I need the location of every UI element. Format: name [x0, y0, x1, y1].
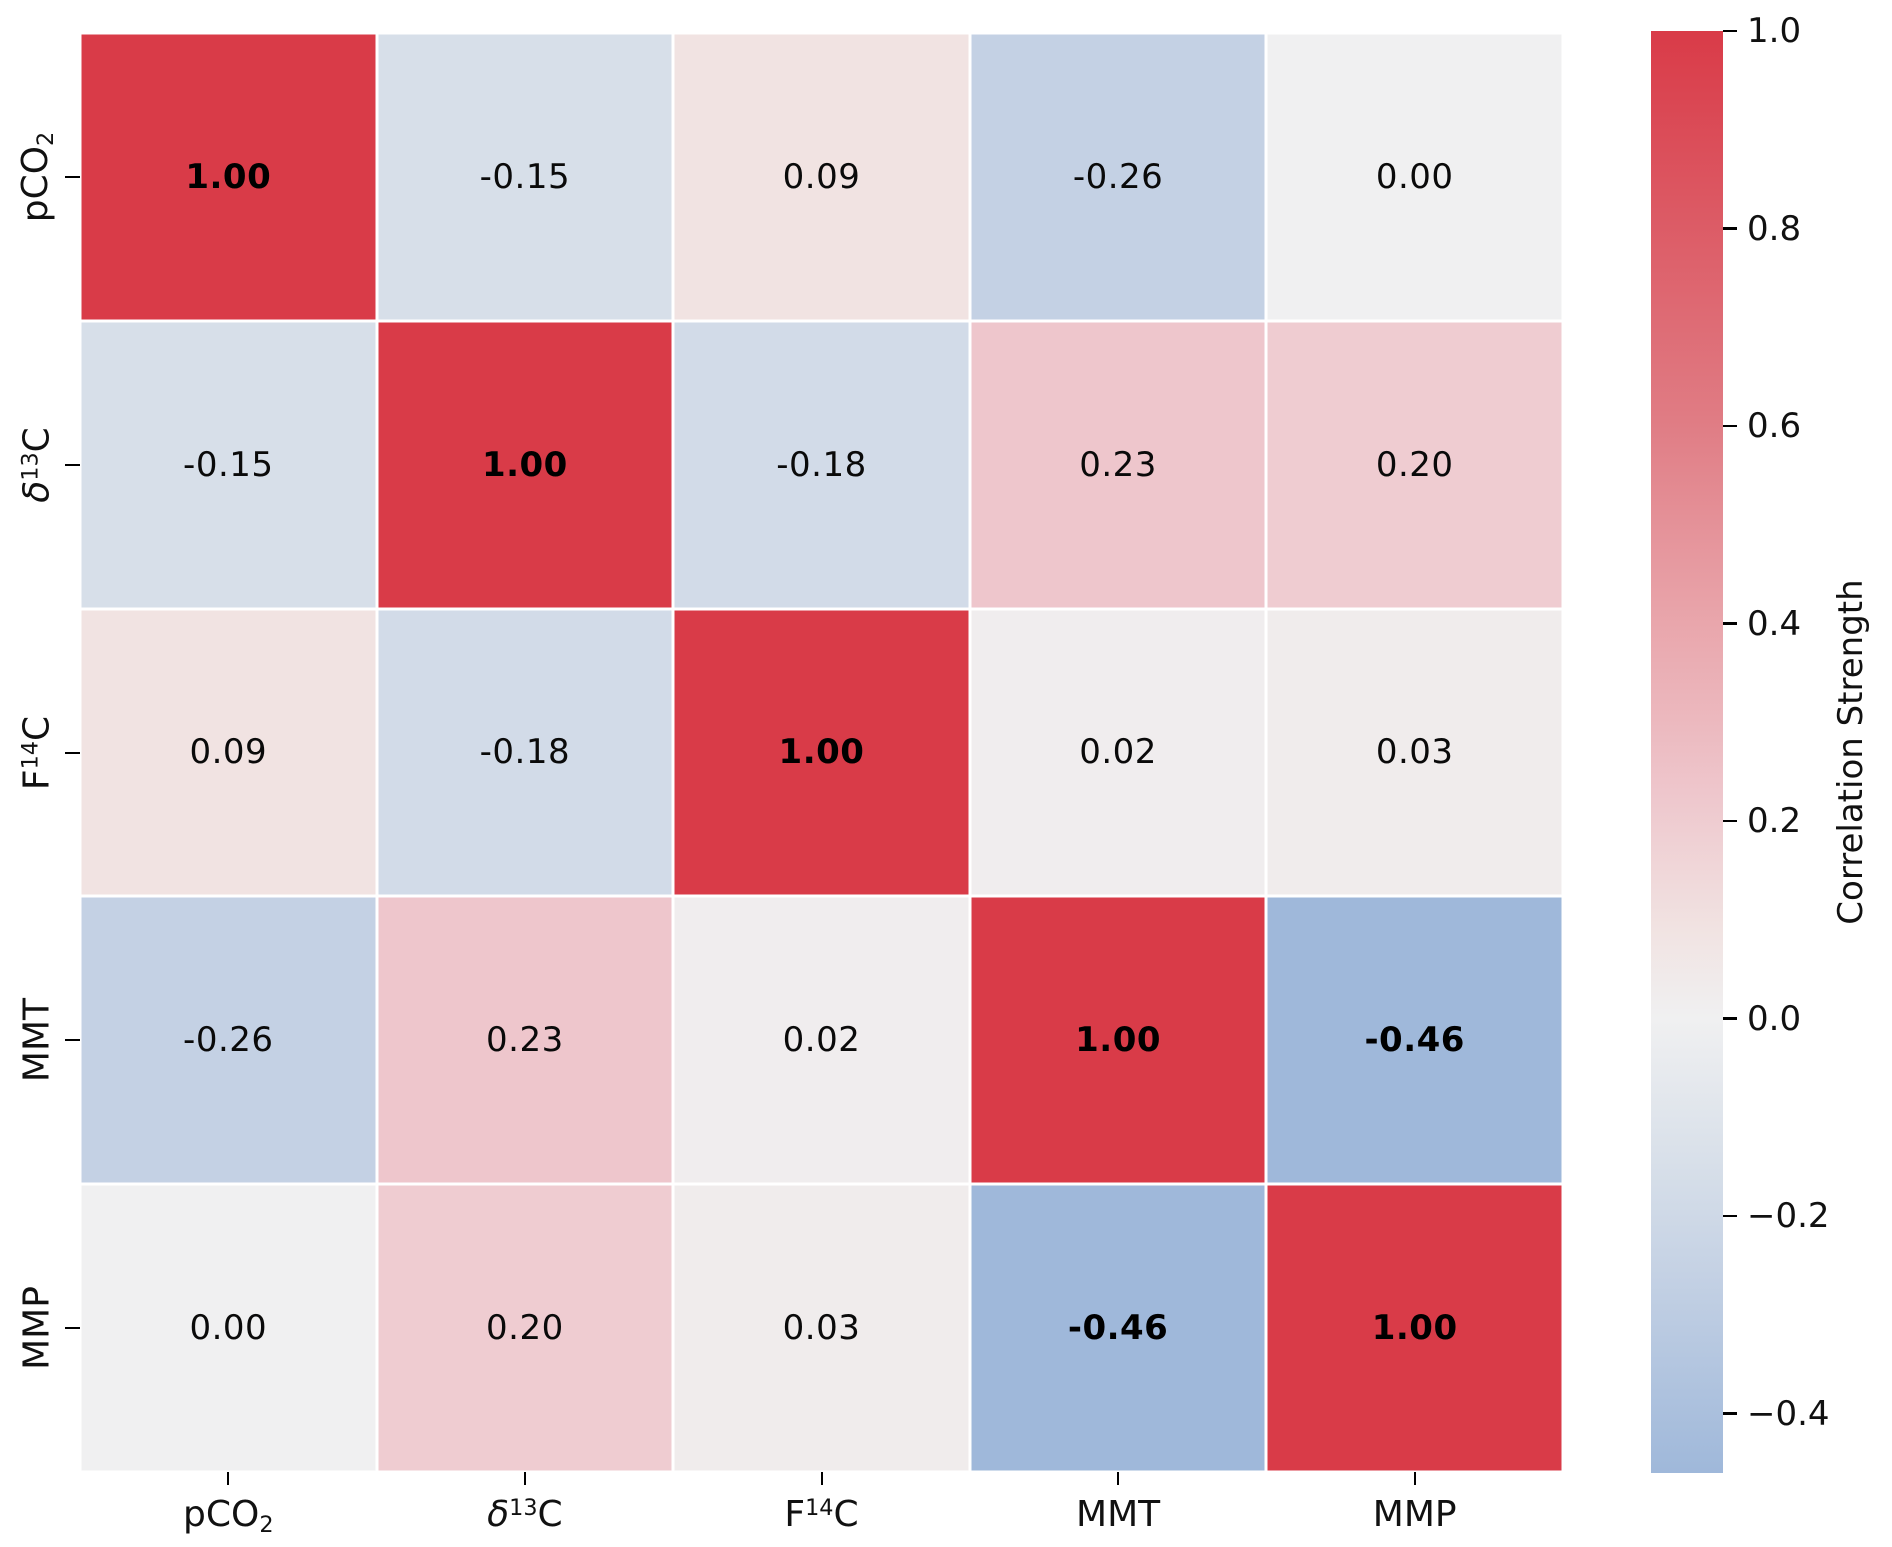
- y-tick-label-F14C: F14C: [16, 715, 58, 790]
- colorbar-tick-label: 1.0: [1747, 11, 1802, 51]
- colorbar-tick-label: 0.8: [1747, 208, 1802, 249]
- cell-value: -0.18: [776, 444, 867, 485]
- heatmap-cell-MMP-MMT: -0.46: [969, 1184, 1267, 1472]
- y-tick-label-d13C: δ13C: [16, 426, 58, 503]
- x-tick-mark: [820, 1472, 823, 1485]
- y-tick-label-pCO2: pCO2: [14, 131, 60, 223]
- x-tick-label-d13C: δ13C: [487, 1494, 563, 1535]
- colorbar-tick-mark: [1723, 1214, 1737, 1218]
- y-tick-mark: [65, 1039, 80, 1042]
- cell-value: -0.18: [479, 732, 571, 773]
- x-tick-label-F14C: F14C: [784, 1494, 859, 1535]
- y-tick-mark: [65, 175, 80, 178]
- cell-value: 0.00: [1375, 156, 1454, 197]
- heatmap-cell-F14C-F14C: 1.00: [673, 608, 970, 897]
- colorbar-tick-label: −0.2: [1747, 1196, 1830, 1237]
- heatmap-cell-MMP-d13C: 0.20: [376, 1184, 674, 1472]
- colorbar-axis-label: Correlation Strength: [1831, 579, 1871, 925]
- cell-value: 0.23: [486, 1020, 564, 1061]
- colorbar-tick-mark: [1723, 227, 1737, 230]
- colorbar: [1651, 31, 1723, 1473]
- y-tick-mark: [65, 751, 80, 754]
- cell-value: 0.03: [782, 1308, 861, 1349]
- heatmap-cell-pCO2-pCO2: 1.00: [80, 33, 377, 321]
- heatmap-cell-F14C-d13C: -0.18: [376, 608, 674, 897]
- cell-value: 0.23: [1079, 444, 1157, 485]
- heatmap-cell-d13C-d13C: 1.00: [376, 320, 674, 609]
- cell-value: 1.00: [185, 156, 272, 197]
- cell-value: 0.20: [1375, 444, 1454, 485]
- cell-value: -0.26: [183, 1020, 274, 1061]
- heatmap-cell-d13C-F14C: -0.18: [673, 320, 970, 609]
- heatmap-cell-d13C-MMP: 0.20: [1266, 320, 1563, 609]
- colorbar-tick-mark: [1723, 29, 1737, 33]
- cell-value: 0.09: [782, 156, 861, 197]
- heatmap-cell-pCO2-MMT: -0.26: [969, 33, 1267, 321]
- x-tick-label-MMT: MMT: [1076, 1494, 1161, 1535]
- heatmap-cell-MMP-pCO2: 0.00: [80, 1184, 377, 1472]
- heatmap-cell-F14C-MMP: 0.03: [1266, 608, 1563, 897]
- cell-value: -0.46: [1364, 1020, 1465, 1061]
- cell-value: 0.02: [1079, 732, 1157, 773]
- heatmap-cell-MMT-F14C: 0.02: [673, 896, 970, 1185]
- cell-value: -0.46: [1067, 1308, 1169, 1349]
- colorbar-tick-label: −0.4: [1747, 1393, 1830, 1434]
- x-tick-label-pCO2: pCO2: [183, 1494, 274, 1539]
- heatmap-cell-F14C-MMT: 0.02: [969, 608, 1267, 897]
- colorbar-tick-mark: [1723, 622, 1737, 625]
- heatmap-cell-MMT-MMP: -0.46: [1266, 896, 1563, 1185]
- x-tick-mark: [1117, 1472, 1120, 1485]
- colorbar-tick-label: 0.0: [1747, 998, 1802, 1039]
- heatmap-cell-MMP-MMP: 1.00: [1266, 1184, 1563, 1472]
- cell-value: 1.00: [1075, 1020, 1162, 1061]
- cell-value: -0.15: [183, 444, 274, 485]
- heatmap-cell-MMP-F14C: 0.03: [673, 1184, 970, 1472]
- cell-value: 0.20: [486, 1308, 564, 1349]
- heatmap-cell-pCO2-MMP: 0.00: [1266, 33, 1563, 321]
- colorbar-tick-mark: [1723, 1017, 1737, 1020]
- heatmap-plot-area: 1.00 -0.15 0.09 -0.26 0.00 -0.15 1.00 -0.18 0.23…: [80, 33, 1563, 1472]
- cell-value: 0.09: [189, 732, 268, 773]
- heatmap-cell-d13C-MMT: 0.23: [969, 320, 1267, 609]
- heatmap-cell-pCO2-F14C: 0.09: [673, 33, 970, 321]
- cell-value: 0.00: [189, 1308, 268, 1349]
- cell-value: -0.15: [479, 156, 571, 197]
- x-tick-mark: [227, 1472, 230, 1485]
- heatmap-cell-d13C-pCO2: -0.15: [80, 320, 377, 609]
- heatmap-cell-pCO2-d13C: -0.15: [376, 33, 674, 321]
- y-tick-mark: [65, 463, 80, 466]
- heatmap-cell-F14C-pCO2: 0.09: [80, 608, 377, 897]
- x-tick-mark: [1413, 1472, 1416, 1485]
- colorbar-tick-label: 0.6: [1747, 406, 1802, 447]
- heatmap-cell-MMT-MMT: 1.00: [969, 896, 1267, 1185]
- cell-value: -0.26: [1072, 156, 1164, 197]
- heatmap-cell-MMT-pCO2: -0.26: [80, 896, 377, 1185]
- cell-value: 0.02: [782, 1020, 861, 1061]
- y-tick-label-MMP: MMP: [16, 1286, 58, 1371]
- colorbar-tick-label: 0.2: [1747, 801, 1802, 842]
- colorbar-tick-mark: [1723, 1412, 1737, 1415]
- x-tick-mark: [523, 1472, 526, 1485]
- cell-value: 0.03: [1375, 732, 1454, 773]
- colorbar-tick-label: 0.4: [1747, 603, 1802, 644]
- x-tick-label-MMP: MMP: [1372, 1494, 1457, 1535]
- colorbar-tick-mark: [1723, 819, 1737, 823]
- colorbar-tick-mark: [1723, 424, 1737, 428]
- cell-value: 1.00: [778, 732, 865, 773]
- cell-value: 1.00: [1371, 1308, 1458, 1349]
- y-tick-label-MMT: MMT: [16, 998, 58, 1083]
- y-tick-mark: [65, 1327, 80, 1330]
- cell-value: 1.00: [481, 444, 568, 485]
- heatmap-cell-MMT-d13C: 0.23: [376, 896, 674, 1185]
